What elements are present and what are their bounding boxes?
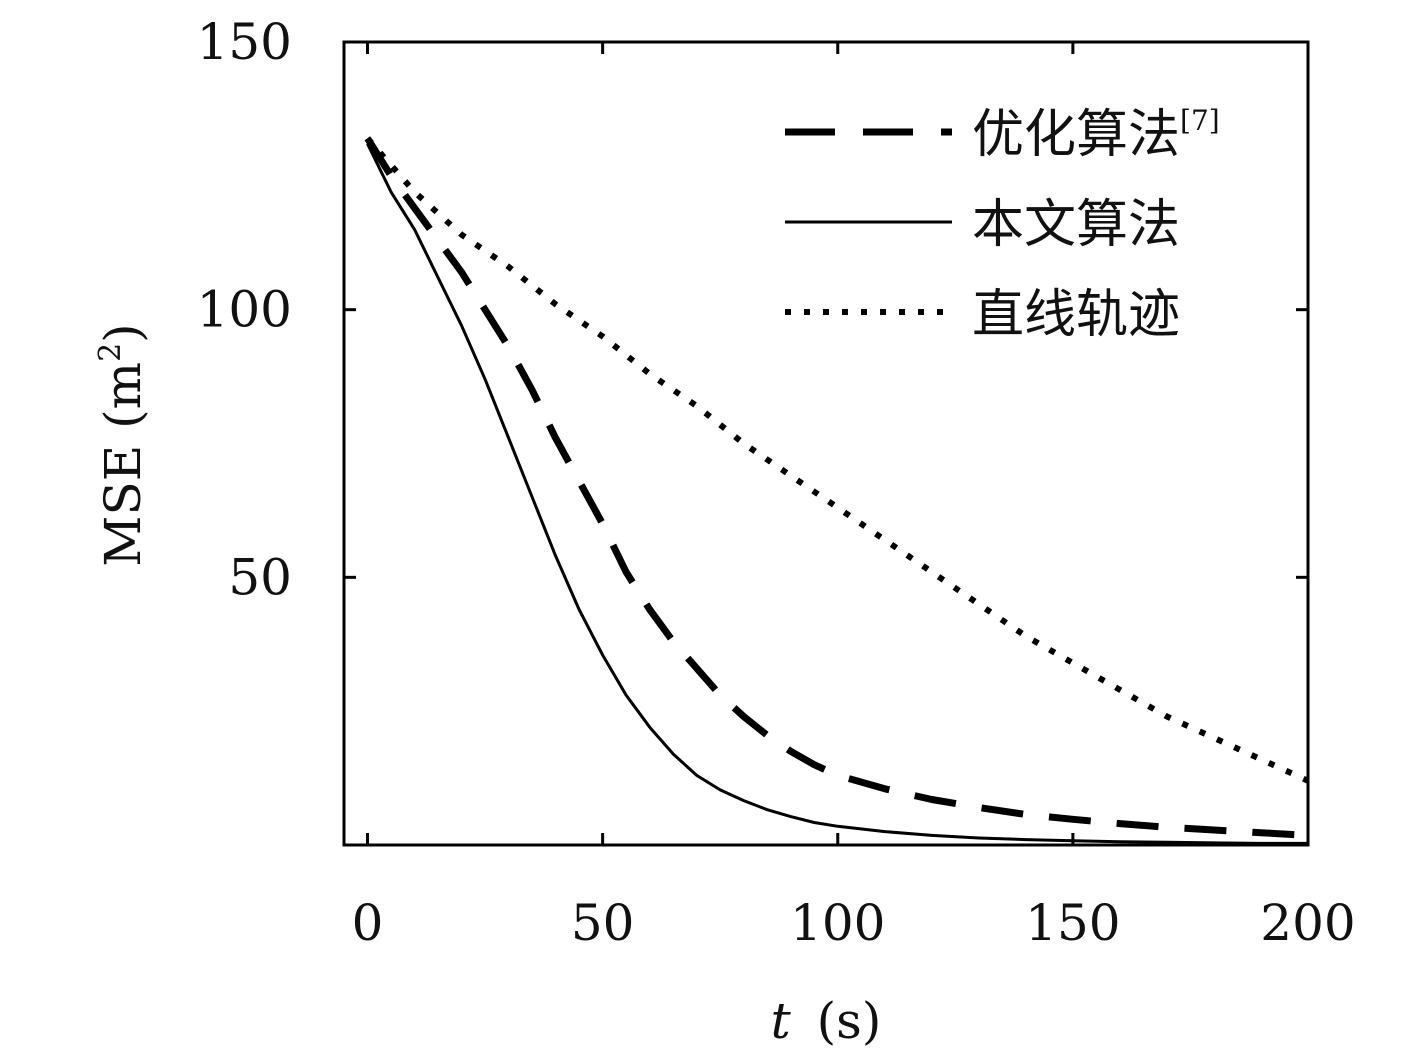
- legend-label-3: 直线轨迹: [972, 285, 1180, 345]
- x-tick-label: 200: [1260, 894, 1355, 952]
- y-tick-label: 100: [197, 281, 292, 339]
- plot-frame: [342, 40, 1310, 847]
- legend-label-2: 本文算法: [972, 195, 1180, 255]
- x-axis-unit: (s): [817, 992, 882, 1050]
- y-axis-sup: 2: [93, 343, 128, 362]
- y-axis-label: MSE (m2): [93, 323, 152, 566]
- ticks-layer: [344, 42, 1308, 845]
- x-axis-label: t (s): [771, 992, 882, 1050]
- legend-label-1: 优化算法[7]: [972, 104, 1220, 165]
- y-axis-text: MSE (m: [94, 362, 152, 567]
- x-tick-label: 50: [571, 894, 635, 952]
- x-axis-var: t: [771, 992, 792, 1050]
- x-tick-label: 150: [1025, 894, 1120, 952]
- series-line-1: [364, 136, 1308, 839]
- x-tick-label: 0: [352, 894, 384, 952]
- y-axis-close: ): [94, 323, 152, 343]
- y-tick-label: 150: [197, 13, 292, 71]
- tick-labels: 0 50 100 150 200 50 100 150: [197, 13, 1356, 952]
- x-tick-label: 100: [790, 894, 885, 952]
- y-tick-label: 50: [228, 548, 292, 606]
- series-line-3: [365, 136, 1308, 784]
